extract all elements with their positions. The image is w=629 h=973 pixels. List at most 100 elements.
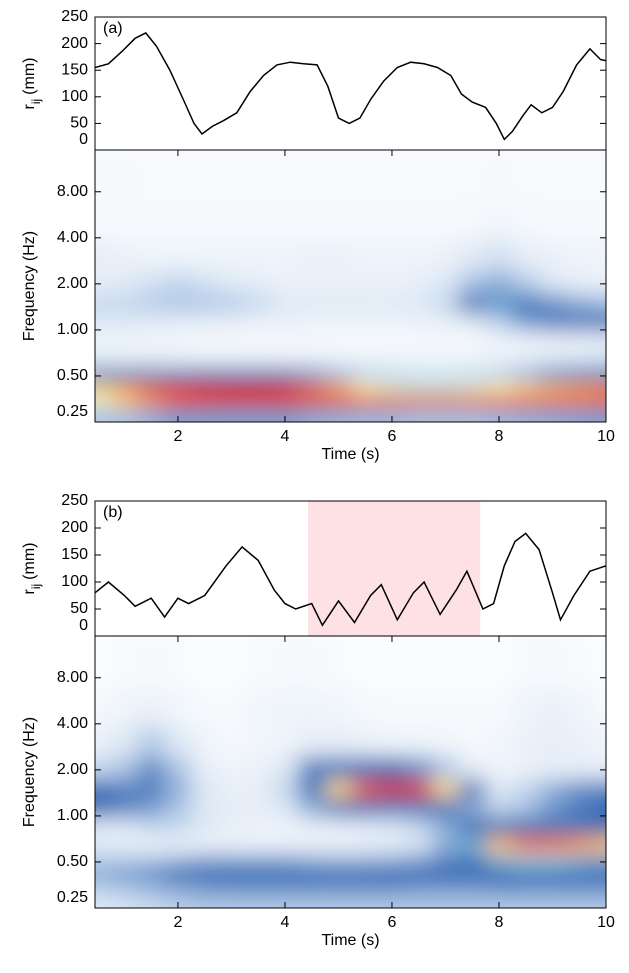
- heat-cell: [271, 407, 299, 422]
- heatmap-cells: [95, 150, 606, 422]
- heat-cell: [432, 797, 460, 818]
- heat-cell: [378, 835, 406, 854]
- heat-cell: [592, 311, 606, 332]
- heat-cell: [244, 393, 273, 408]
- heat-cell: [325, 293, 353, 313]
- heat-cell: [298, 270, 326, 294]
- heat-cell: [191, 407, 219, 422]
- heat-cell: [325, 893, 353, 908]
- x-tick-label: 10: [597, 428, 615, 445]
- heat-cell: [378, 203, 406, 241]
- heat-cell: [485, 270, 513, 294]
- heat-cell: [95, 349, 112, 368]
- heat-cell: [485, 893, 513, 908]
- heat-cell: [111, 756, 139, 780]
- heat-cell: [378, 349, 406, 368]
- heat-cell: [137, 407, 166, 422]
- heat-cell: [405, 239, 433, 271]
- heat-cell: [539, 330, 567, 351]
- panel-label: (a): [103, 20, 123, 37]
- heat-cell: [111, 270, 139, 294]
- heat-cell: [164, 293, 192, 313]
- heat-cell: [351, 779, 380, 799]
- heat-cell: [539, 407, 567, 422]
- heat-cell: [95, 779, 112, 799]
- heat-cell: [111, 779, 139, 799]
- y-tick-label: 0.50: [57, 367, 88, 384]
- heat-cell: [512, 853, 540, 869]
- heat-cell: [325, 311, 353, 332]
- y-axis-label: Frequency (Hz): [21, 231, 38, 341]
- heat-cell: [512, 867, 540, 881]
- heat-cell: [271, 311, 299, 332]
- axes-frame: [94, 635, 607, 909]
- heat-cell: [244, 270, 273, 294]
- heat-cell: [565, 756, 594, 780]
- heat-cell: [244, 381, 273, 395]
- heat-cell: [351, 689, 380, 727]
- y-label-sub: ij: [29, 584, 43, 589]
- heat-cell: [351, 330, 380, 351]
- heat-cell: [111, 239, 139, 271]
- heat-cell: [325, 779, 353, 799]
- heatmap-cells: [95, 636, 606, 908]
- heat-cell: [539, 816, 567, 837]
- heat-cell: [218, 797, 246, 818]
- heat-cell: [111, 203, 139, 241]
- heat-cell: [458, 853, 487, 869]
- heat-cell: [325, 381, 353, 395]
- heat-cell: [512, 893, 540, 908]
- heat-cell: [432, 293, 460, 313]
- heat-cell: [351, 636, 380, 690]
- heat-cell: [164, 636, 192, 690]
- heat-cell: [405, 636, 433, 690]
- heat-cell: [378, 393, 406, 408]
- heat-cell: [137, 636, 166, 690]
- heat-cell: [137, 756, 166, 780]
- heat-cell: [298, 779, 326, 799]
- heat-cell: [191, 689, 219, 727]
- heat-cell: [351, 311, 380, 332]
- heat-cell: [111, 893, 139, 908]
- heat-cell: [271, 879, 299, 894]
- heat-cell: [271, 393, 299, 408]
- heat-cell: [378, 330, 406, 351]
- heat-cell: [244, 203, 273, 241]
- heatmap: [95, 636, 606, 908]
- heat-cell: [95, 835, 112, 854]
- heat-cell: [191, 293, 219, 313]
- heat-cell: [458, 349, 487, 368]
- heat-cell: [325, 393, 353, 408]
- y-tick-label: 0.25: [57, 403, 88, 420]
- heat-cell: [512, 835, 540, 854]
- heat-cell: [325, 203, 353, 241]
- heat-cell: [539, 311, 567, 332]
- heat-cell: [271, 270, 299, 294]
- heat-cell: [512, 367, 540, 383]
- heat-cell: [164, 381, 192, 395]
- heat-cell: [164, 797, 192, 818]
- y-tick-label: 200: [61, 35, 88, 52]
- x-tick-label: 2: [173, 428, 182, 445]
- heat-cell: [298, 311, 326, 332]
- heat-cell: [539, 150, 567, 204]
- heat-cell: [325, 835, 353, 854]
- heat-cell: [271, 756, 299, 780]
- heat-cell: [378, 367, 406, 383]
- heat-cell: [592, 367, 606, 383]
- heat-cell: [592, 779, 606, 799]
- heat-cell: [539, 853, 567, 869]
- heat-cell: [325, 270, 353, 294]
- heat-cell: [244, 239, 273, 271]
- y-tick-label: 0.25: [57, 889, 88, 906]
- heat-cell: [592, 407, 606, 422]
- heat-cell: [137, 725, 166, 757]
- heat-cell: [432, 150, 460, 204]
- heat-cell: [565, 689, 594, 727]
- heat-cell: [164, 349, 192, 368]
- heat-cell: [244, 816, 273, 837]
- heat-cell: [405, 203, 433, 241]
- heat-cell: [378, 853, 406, 869]
- heat-cell: [351, 853, 380, 869]
- heat-cell: [378, 381, 406, 395]
